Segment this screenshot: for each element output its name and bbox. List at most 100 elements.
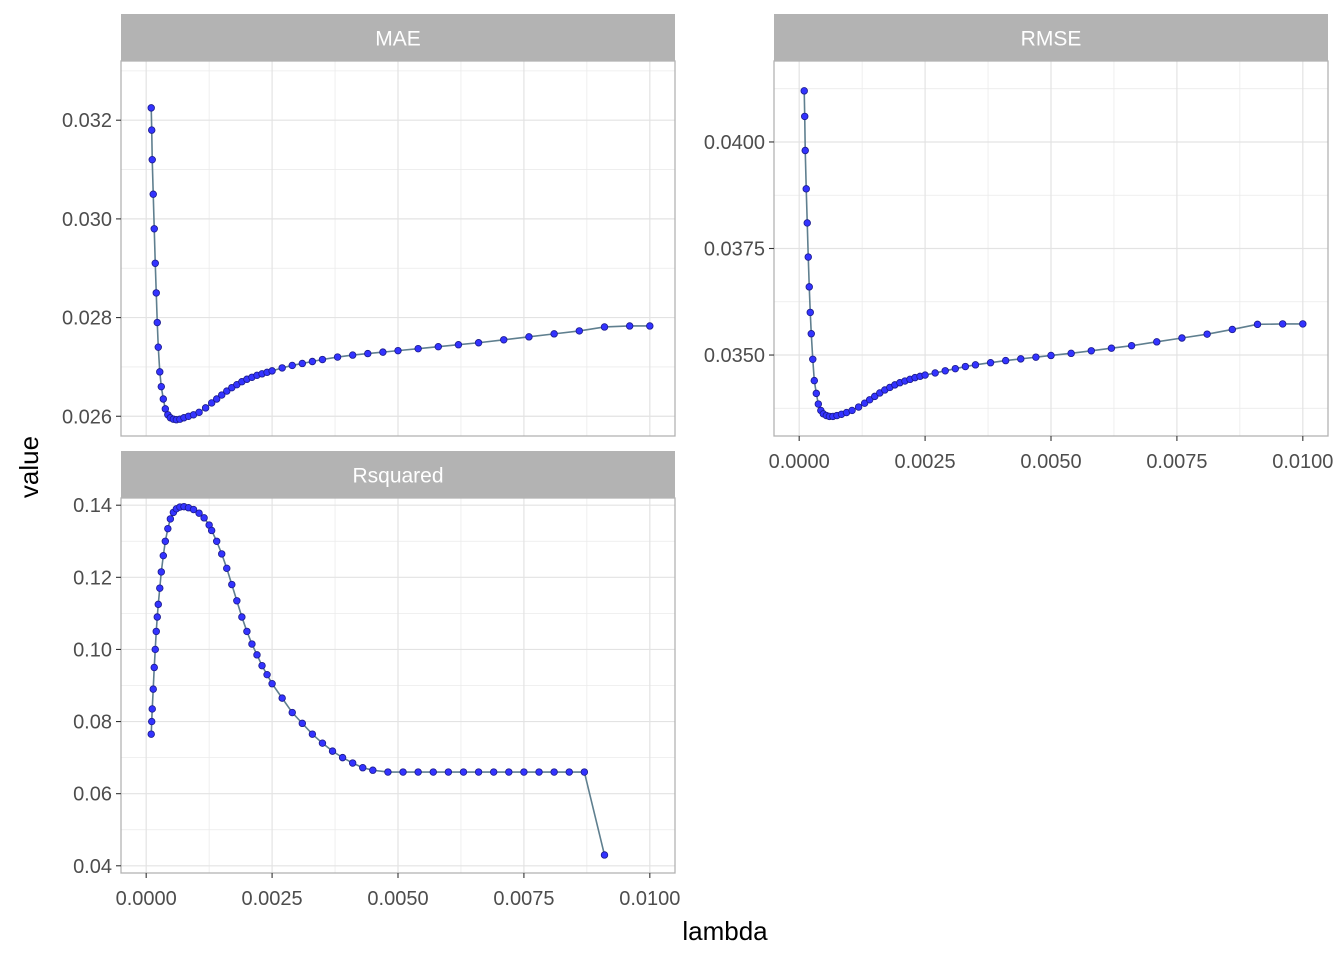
y-tick-label: 0.14 [73, 495, 112, 517]
data-point [1153, 338, 1161, 346]
data-point [218, 550, 226, 558]
data-point [278, 694, 286, 702]
data-point [810, 376, 818, 385]
data-point [152, 289, 160, 297]
y-axis-title: value [14, 436, 44, 498]
x-axis-title: lambda [682, 916, 768, 946]
data-point [268, 679, 276, 688]
data-point [223, 387, 231, 395]
data-point [444, 768, 453, 776]
y-tick-label: 0.030 [62, 209, 112, 231]
data-point [807, 330, 815, 338]
data-point [1127, 341, 1136, 350]
data-point [156, 368, 164, 376]
data-point [156, 584, 164, 592]
facet-strip-label: RMSE [1021, 28, 1082, 51]
facet-strip-label: MAE [375, 28, 421, 51]
data-point [161, 537, 170, 545]
facet-strip [121, 451, 675, 498]
data-point [253, 651, 261, 659]
data-point [189, 505, 198, 514]
data-point [150, 663, 158, 672]
data-point [308, 730, 317, 738]
x-tick-label: 0.0050 [1020, 451, 1081, 473]
facet-strip-label: Rsquared [352, 465, 443, 488]
data-point [149, 190, 157, 198]
data-point [148, 155, 156, 164]
data-point [159, 395, 168, 403]
data-point [459, 768, 468, 776]
data-point [318, 739, 327, 747]
data-point [233, 597, 241, 605]
data-point [575, 327, 584, 335]
data-point [1032, 353, 1040, 361]
data-point [474, 768, 483, 776]
y-tick-label: 0.06 [73, 784, 112, 806]
data-point [149, 685, 157, 693]
data-point [434, 342, 442, 351]
data-point [1253, 320, 1262, 329]
data-point [854, 403, 863, 411]
data-point [1278, 320, 1287, 328]
data-point [318, 355, 327, 364]
panel-rmse: RMSE 0.0350 0.0375 0.0400 0.0000 0.0025 0.0050… [704, 14, 1333, 473]
data-point [278, 364, 286, 372]
data-point [1001, 356, 1010, 365]
data-point [268, 367, 276, 375]
panel-mae: MAE 0.026 0.028 0.030 0.032 [62, 14, 676, 437]
data-point [328, 747, 337, 755]
x-tick-label: 0.0000 [769, 451, 830, 473]
data-point [1067, 349, 1075, 358]
data-point [154, 343, 162, 351]
panel-rsquared: Rsquared 0.04 0.06 0.08 0.10 0.12 0.14 0.0000 0.… [73, 451, 680, 910]
facet-strip [121, 14, 675, 61]
x-tick-label: 0.0000 [116, 888, 177, 910]
data-point [848, 406, 856, 415]
data-point [258, 661, 266, 670]
data-point [814, 400, 823, 408]
data-point [1299, 320, 1307, 328]
data-point [1017, 355, 1025, 363]
y-tick-label: 0.10 [73, 639, 112, 661]
y-tick-label: 0.0350 [704, 345, 765, 367]
data-point [625, 322, 634, 330]
data-point [580, 768, 589, 776]
data-point [961, 362, 970, 371]
data-point [207, 526, 216, 535]
data-point [1087, 347, 1095, 355]
panel-border [120, 60, 676, 437]
data-point [359, 764, 367, 772]
data-point [505, 768, 513, 776]
data-point [164, 524, 172, 533]
data-point [474, 339, 483, 347]
data-point [195, 408, 203, 417]
data-point [804, 253, 812, 261]
data-point [1107, 344, 1116, 352]
data-point [525, 333, 533, 341]
data-point [802, 185, 810, 193]
data-point [600, 851, 609, 859]
data-point [801, 146, 809, 155]
data-point [921, 371, 929, 379]
data-point [535, 768, 543, 776]
data-point [151, 259, 159, 268]
data-point [520, 768, 528, 776]
data-point [429, 768, 437, 776]
data-point [1047, 351, 1055, 360]
data-point [338, 753, 347, 762]
data-point [298, 359, 307, 368]
data-point [166, 515, 175, 523]
data-point [243, 627, 251, 636]
y-tick-label: 0.04 [73, 856, 112, 878]
data-point [1178, 334, 1186, 342]
y-tick-label: 0.08 [73, 712, 112, 734]
y-tick-label: 0.028 [62, 308, 112, 330]
data-point [333, 353, 342, 361]
data-point [812, 389, 821, 398]
x-tick-label: 0.0075 [1146, 451, 1207, 473]
data-point [931, 369, 939, 377]
data-point [369, 766, 377, 774]
data-point [384, 768, 392, 776]
data-point [248, 640, 256, 648]
facet-strip [774, 14, 1328, 61]
